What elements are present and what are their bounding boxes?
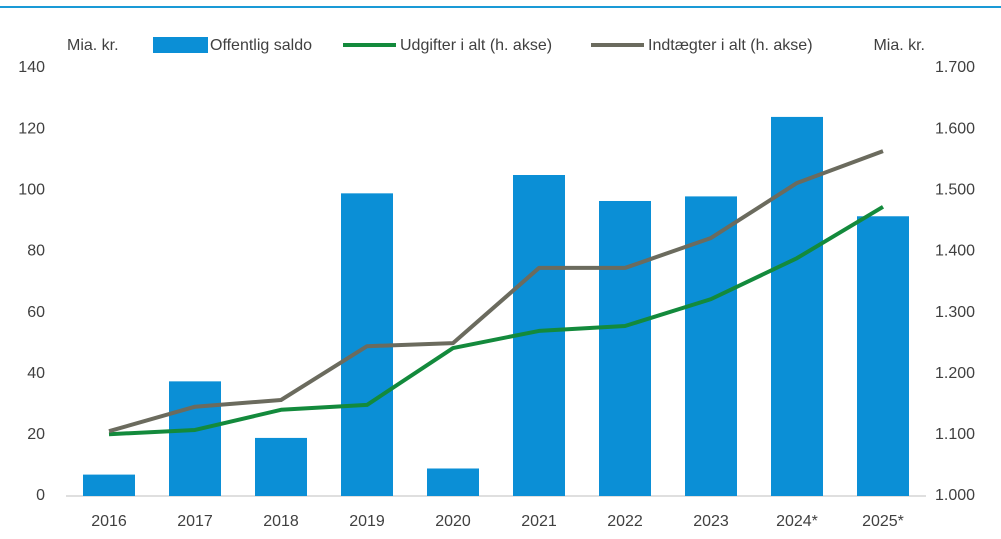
x-tick-label: 2024* — [776, 513, 818, 530]
y-tick-label: 60 — [27, 304, 45, 321]
x-tick-label: 2025* — [862, 513, 904, 530]
bar — [857, 216, 909, 496]
y2-tick-label: 1.400 — [935, 243, 975, 260]
y-tick-label: 100 — [18, 182, 45, 199]
y-tick-label: 0 — [36, 487, 45, 504]
bar — [771, 116, 823, 497]
y2-tick-label: 1.200 — [935, 365, 975, 382]
bar — [685, 196, 737, 496]
y2-axis-label: Mia. kr. — [873, 37, 925, 54]
y-tick-label: 120 — [18, 120, 45, 137]
x-tick-label: 2021 — [521, 513, 557, 530]
x-tick-label: 2017 — [177, 513, 213, 530]
legend-swatch — [153, 37, 208, 53]
x-tick-label: 2019 — [349, 513, 385, 530]
x-tick-label: 2023 — [693, 513, 729, 530]
x-tick-label: 2020 — [435, 513, 471, 530]
y-axis-label: Mia. kr. — [67, 37, 119, 54]
line-series — [108, 149, 884, 434]
y-tick-label: 140 — [18, 59, 45, 76]
legend-label: Udgifter i alt (h. akse) — [400, 37, 552, 54]
y-tick-label: 20 — [27, 426, 45, 443]
y-tick-label: 80 — [27, 243, 45, 260]
bar — [255, 437, 307, 496]
y2-tick-label: 1.700 — [935, 59, 975, 76]
bar — [83, 474, 135, 496]
x-tick-label: 2018 — [263, 513, 299, 530]
line-series — [108, 205, 885, 437]
y2-tick-label: 1.600 — [935, 120, 975, 137]
bar — [427, 468, 479, 496]
x-tick-label: 2016 — [91, 513, 127, 530]
y2-tick-label: 1.500 — [935, 182, 975, 199]
y2-tick-label: 1.300 — [935, 304, 975, 321]
legend-label: Offentlig saldo — [210, 37, 312, 54]
legend-label: Indtægter i alt (h. akse) — [648, 37, 813, 54]
header-rule — [0, 6, 1001, 8]
y2-tick-label: 1.100 — [935, 426, 975, 443]
bar — [599, 200, 651, 496]
y2-tick-label: 1.000 — [935, 487, 975, 504]
y-tick-label: 40 — [27, 365, 45, 382]
bar — [169, 381, 221, 496]
x-tick-label: 2022 — [607, 513, 643, 530]
